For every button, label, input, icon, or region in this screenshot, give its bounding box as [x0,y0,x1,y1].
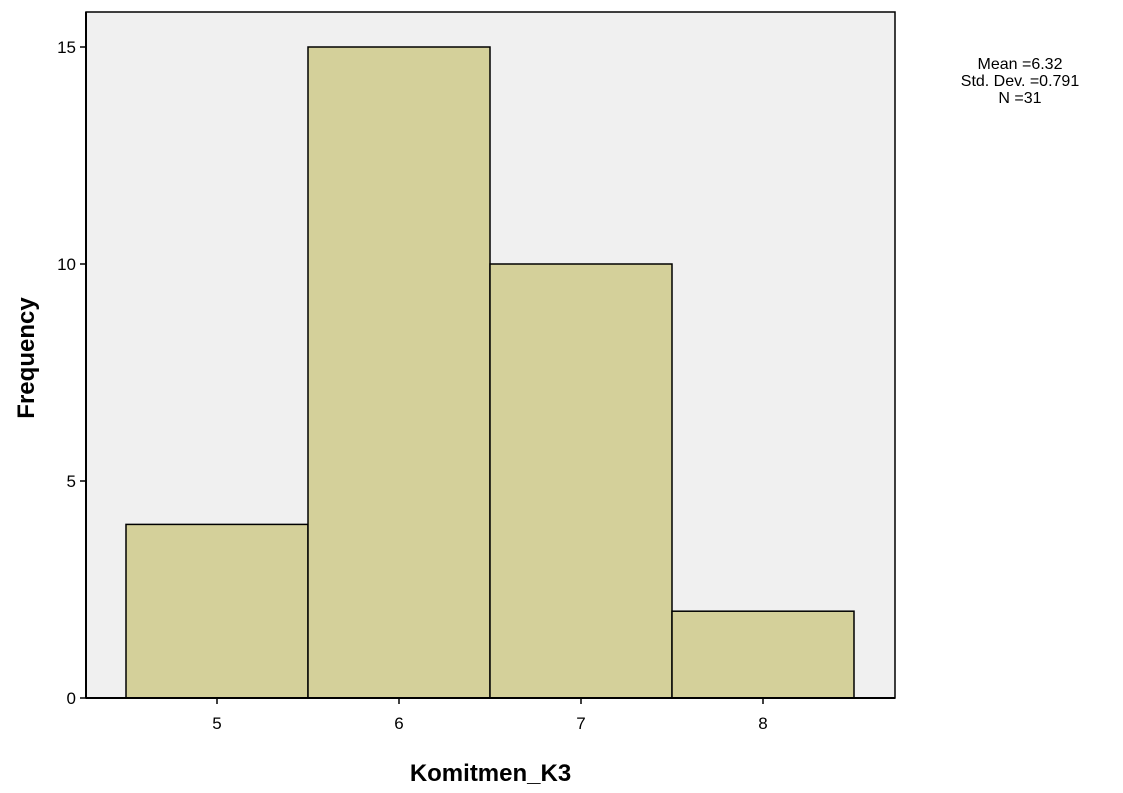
x-tick-label: 6 [394,714,403,733]
y-tick-label: 10 [57,255,76,274]
x-tick-label: 8 [758,714,767,733]
bar-5 [125,523,309,699]
bar-6 [307,46,491,699]
mean-stat: Mean =6.32 [977,56,1063,73]
x-tick-label: 7 [576,714,585,733]
y-tick-label: 5 [67,472,76,491]
statistics-box: Mean =6.32 Std. Dev. =0.791 N =31 [950,56,1090,107]
y-tick-label: 0 [67,689,76,708]
bar-7 [489,263,673,699]
n-stat: N =31 [998,90,1042,107]
y-tick-label: 15 [57,38,76,57]
x-ticks-group: 5 6 7 8 [212,698,768,733]
std-dev-stat: Std. Dev. =0.791 [960,73,1080,90]
y-ticks-group: 0 5 10 15 [57,38,86,708]
y-axis-title: Frequency [13,297,40,419]
x-tick-label: 5 [212,714,221,733]
bars-group [125,46,855,699]
x-axis-title: Komitmen_K3 [410,760,571,787]
bar-8 [671,610,855,699]
